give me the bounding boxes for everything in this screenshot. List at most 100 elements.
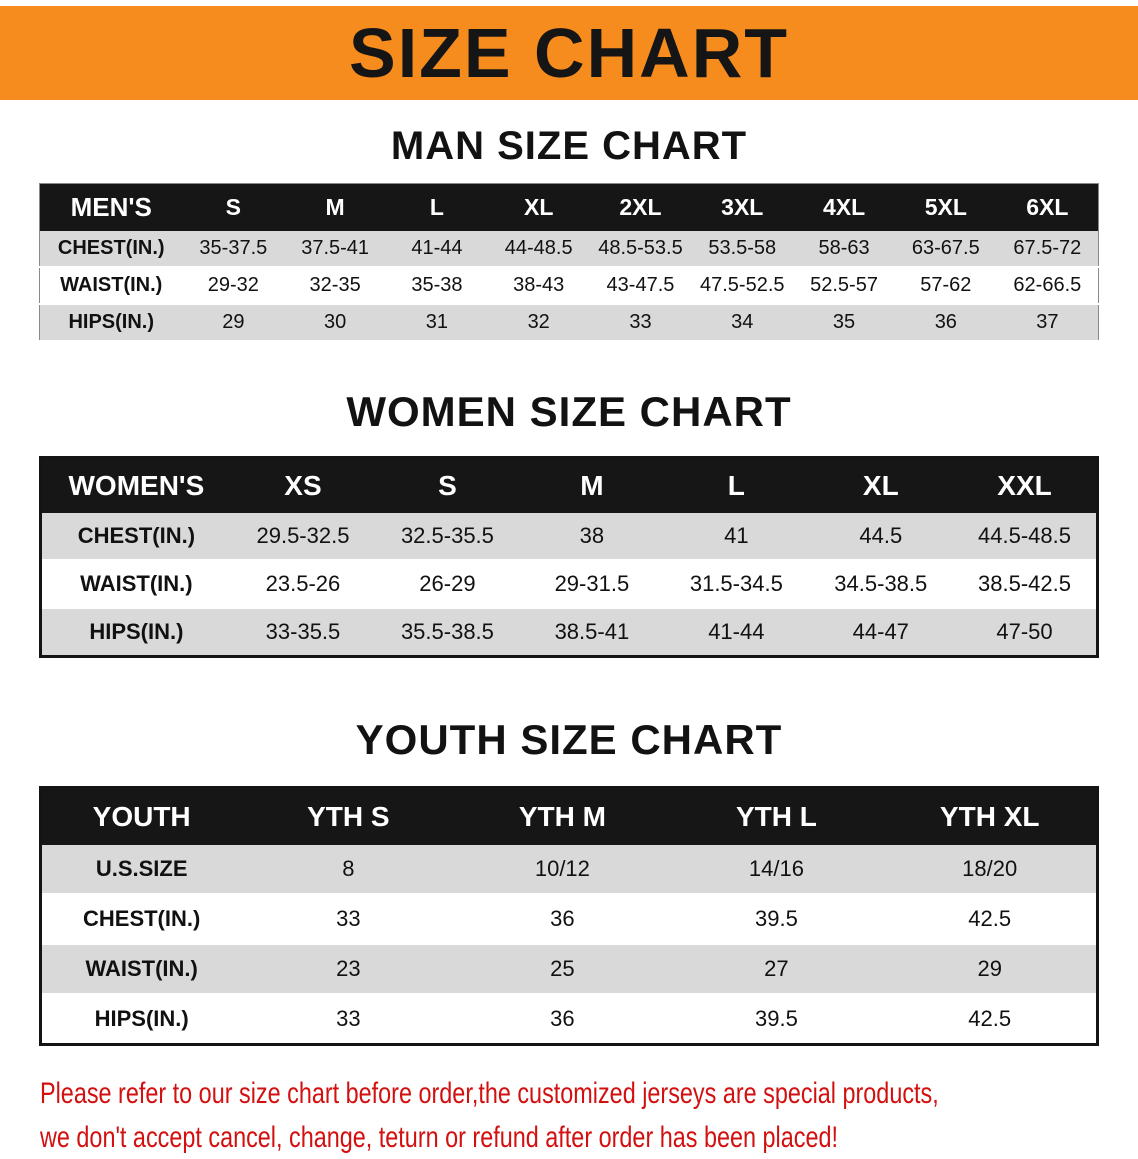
table-cell: 31.5-34.5	[664, 560, 808, 608]
table-cell: 52.5-57	[793, 267, 895, 304]
table-cell: 57-62	[895, 267, 997, 304]
table-cell: 35-38	[386, 267, 488, 304]
men-section-heading: MAN SIZE CHART	[0, 124, 1138, 169]
row-label: WAIST(IN.)	[40, 267, 183, 304]
women-section: WOMEN SIZE CHART WOMEN'S XS S M L XL XXL…	[0, 388, 1138, 658]
table-cell: 39.5	[669, 894, 883, 944]
table-cell: 41-44	[664, 608, 808, 657]
size-column-header: L	[386, 184, 488, 232]
table-cell: 43-47.5	[590, 267, 692, 304]
table-cell: 33	[241, 894, 455, 944]
table-cell: 36	[895, 304, 997, 341]
size-column-header: 6XL	[997, 184, 1099, 232]
table-cell: 29	[182, 304, 284, 341]
table-cell: 10/12	[455, 845, 669, 894]
banner: SIZE CHART	[0, 6, 1138, 100]
table-row: HIPS(IN.) 29 30 31 32 33 34 35 36 37	[40, 304, 1099, 341]
row-label: CHEST(IN.)	[41, 513, 231, 560]
page-title: SIZE CHART	[349, 13, 789, 93]
table-cell: 41	[664, 513, 808, 560]
table-cell: 67.5-72	[997, 231, 1099, 267]
table-row: U.S.SIZE 8 10/12 14/16 18/20	[41, 845, 1098, 894]
men-size-table: MEN'S S M L XL 2XL 3XL 4XL 5XL 6XL CHEST…	[39, 183, 1099, 342]
table-cell: 30	[284, 304, 386, 341]
size-column-header: 2XL	[590, 184, 692, 232]
table-cell: 36	[455, 894, 669, 944]
table-row: WAIST(IN.) 29-32 32-35 35-38 38-43 43-47…	[40, 267, 1099, 304]
women-section-heading: WOMEN SIZE CHART	[0, 388, 1138, 436]
table-row: WAIST(IN.) 23.5-26 26-29 29-31.5 31.5-34…	[41, 560, 1098, 608]
size-column-header: L	[664, 458, 808, 514]
row-label: WAIST(IN.)	[41, 560, 231, 608]
table-cell: 42.5	[883, 994, 1097, 1045]
table-cell: 32	[488, 304, 590, 341]
youth-section-heading: YOUTH SIZE CHART	[0, 716, 1138, 764]
table-cell: 34	[691, 304, 793, 341]
table-cell: 37.5-41	[284, 231, 386, 267]
table-cell: 47.5-52.5	[691, 267, 793, 304]
table-cell: 36	[455, 994, 669, 1045]
table-cell: 48.5-53.5	[590, 231, 692, 267]
table-cell: 38.5-41	[520, 608, 664, 657]
row-label: CHEST(IN.)	[40, 231, 183, 267]
row-label: HIPS(IN.)	[41, 994, 242, 1045]
size-column-header: YTH S	[241, 788, 455, 846]
table-cell: 38-43	[488, 267, 590, 304]
table-cell: 23	[241, 944, 455, 994]
row-label: HIPS(IN.)	[41, 608, 231, 657]
table-cell: 38.5-42.5	[953, 560, 1097, 608]
size-column-header: YTH L	[669, 788, 883, 846]
table-cell: 35	[793, 304, 895, 341]
youth-size-table: YOUTH YTH S YTH M YTH L YTH XL U.S.SIZE …	[39, 786, 1099, 1046]
men-section: MAN SIZE CHART MEN'S S M L XL 2XL 3XL 4X…	[0, 124, 1138, 342]
table-cell: 29	[883, 944, 1097, 994]
table-cell: 39.5	[669, 994, 883, 1045]
disclaimer-line-1: Please refer to our size chart before or…	[40, 1072, 896, 1116]
table-cell: 35-37.5	[182, 231, 284, 267]
table-cell: 33	[590, 304, 692, 341]
size-column-header: M	[284, 184, 386, 232]
size-column-header: 5XL	[895, 184, 997, 232]
table-cell: 58-63	[793, 231, 895, 267]
table-cell: 47-50	[953, 608, 1097, 657]
table-cell: 44.5	[809, 513, 953, 560]
table-cell: 32.5-35.5	[375, 513, 519, 560]
men-table-title: MEN'S	[40, 184, 183, 232]
size-column-header: M	[520, 458, 664, 514]
table-cell: 44-48.5	[488, 231, 590, 267]
table-cell: 53.5-58	[691, 231, 793, 267]
table-row: WAIST(IN.) 23 25 27 29	[41, 944, 1098, 994]
disclaimer-line-2: we don't accept cancel, change, teturn o…	[40, 1116, 896, 1159]
table-cell: 37	[997, 304, 1099, 341]
youth-table-title: YOUTH	[41, 788, 242, 846]
women-table-title: WOMEN'S	[41, 458, 231, 514]
women-size-table: WOMEN'S XS S M L XL XXL CHEST(IN.) 29.5-…	[39, 456, 1099, 658]
table-row: CHEST(IN.) 35-37.5 37.5-41 41-44 44-48.5…	[40, 231, 1099, 267]
table-cell: 27	[669, 944, 883, 994]
table-row: HIPS(IN.) 33 36 39.5 42.5	[41, 994, 1098, 1045]
size-column-header: XS	[231, 458, 375, 514]
size-column-header: 4XL	[793, 184, 895, 232]
size-column-header: YTH M	[455, 788, 669, 846]
men-header-row: MEN'S S M L XL 2XL 3XL 4XL 5XL 6XL	[40, 184, 1099, 232]
table-cell: 33-35.5	[231, 608, 375, 657]
table-cell: 63-67.5	[895, 231, 997, 267]
table-cell: 14/16	[669, 845, 883, 894]
table-cell: 38	[520, 513, 664, 560]
table-cell: 18/20	[883, 845, 1097, 894]
table-cell: 29-32	[182, 267, 284, 304]
size-column-header: 3XL	[691, 184, 793, 232]
size-column-header: YTH XL	[883, 788, 1097, 846]
size-column-header: XL	[809, 458, 953, 514]
youth-header-row: YOUTH YTH S YTH M YTH L YTH XL	[41, 788, 1098, 846]
table-cell: 34.5-38.5	[809, 560, 953, 608]
table-row: HIPS(IN.) 33-35.5 35.5-38.5 38.5-41 41-4…	[41, 608, 1098, 657]
table-cell: 31	[386, 304, 488, 341]
size-column-header: S	[182, 184, 284, 232]
row-label: CHEST(IN.)	[41, 894, 242, 944]
disclaimer: Please refer to our size chart before or…	[40, 1072, 1138, 1159]
women-header-row: WOMEN'S XS S M L XL XXL	[41, 458, 1098, 514]
row-label: U.S.SIZE	[41, 845, 242, 894]
size-chart-page: SIZE CHART MAN SIZE CHART MEN'S S M L XL…	[0, 6, 1138, 1159]
table-cell: 62-66.5	[997, 267, 1099, 304]
